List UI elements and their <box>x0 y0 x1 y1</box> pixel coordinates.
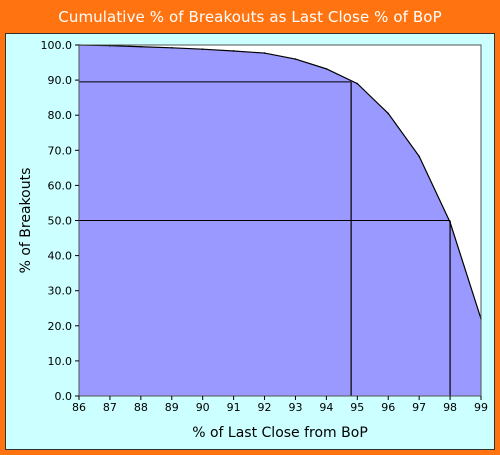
x-tick-label: 95 <box>350 401 364 414</box>
y-tick-label: 20.0 <box>48 320 73 333</box>
y-tick-label: 40.0 <box>48 250 73 263</box>
data-point <box>201 48 204 51</box>
x-tick-label: 88 <box>134 401 148 414</box>
data-point <box>387 112 390 115</box>
y-tick-label: 0.0 <box>55 390 73 403</box>
series-line <box>78 44 482 319</box>
plot-area: 86 87 88 89 90 91 92 93 94 95 96 97 98 99 0.0 10.0 20.0 3… <box>41 39 489 414</box>
x-tick-label: 98 <box>443 401 457 414</box>
x-tick-label: 96 <box>381 401 395 414</box>
data-point <box>325 68 328 70</box>
y-tick-label: 80.0 <box>48 109 73 122</box>
y-tick-label: 100.0 <box>41 39 73 52</box>
x-tick-label: 94 <box>319 401 333 414</box>
chart-title: Cumulative % of Breakouts as Last Close … <box>58 8 442 26</box>
y-tick-label: 30.0 <box>48 285 73 298</box>
data-point <box>418 155 420 158</box>
x-tick-label: 86 <box>72 401 86 414</box>
x-tick-label: 99 <box>474 401 488 414</box>
data-point <box>140 45 142 48</box>
data-point <box>263 52 266 54</box>
y-tick-label: 10.0 <box>48 355 73 368</box>
y-tick-label: 50.0 <box>48 215 73 228</box>
data-point <box>294 58 297 60</box>
y-tick-label: 60.0 <box>48 179 73 192</box>
data-point <box>356 82 359 85</box>
data-point <box>232 50 235 52</box>
x-tick-label: 89 <box>165 401 179 414</box>
x-tick-label: 87 <box>103 401 117 414</box>
x-tick-label: 91 <box>227 401 241 414</box>
y-tick-label: 90.0 <box>48 74 73 87</box>
data-point <box>170 47 173 49</box>
x-tick-label: 97 <box>412 401 426 414</box>
y-tick-label: 70.0 <box>48 144 73 157</box>
x-tick-label: 92 <box>258 401 272 414</box>
x-tick-label: 90 <box>196 401 210 414</box>
y-axis-label: % of Breakouts <box>18 168 34 274</box>
x-tick-label: 93 <box>288 401 302 414</box>
x-axis-label: % of Last Close from BoP <box>192 425 368 441</box>
